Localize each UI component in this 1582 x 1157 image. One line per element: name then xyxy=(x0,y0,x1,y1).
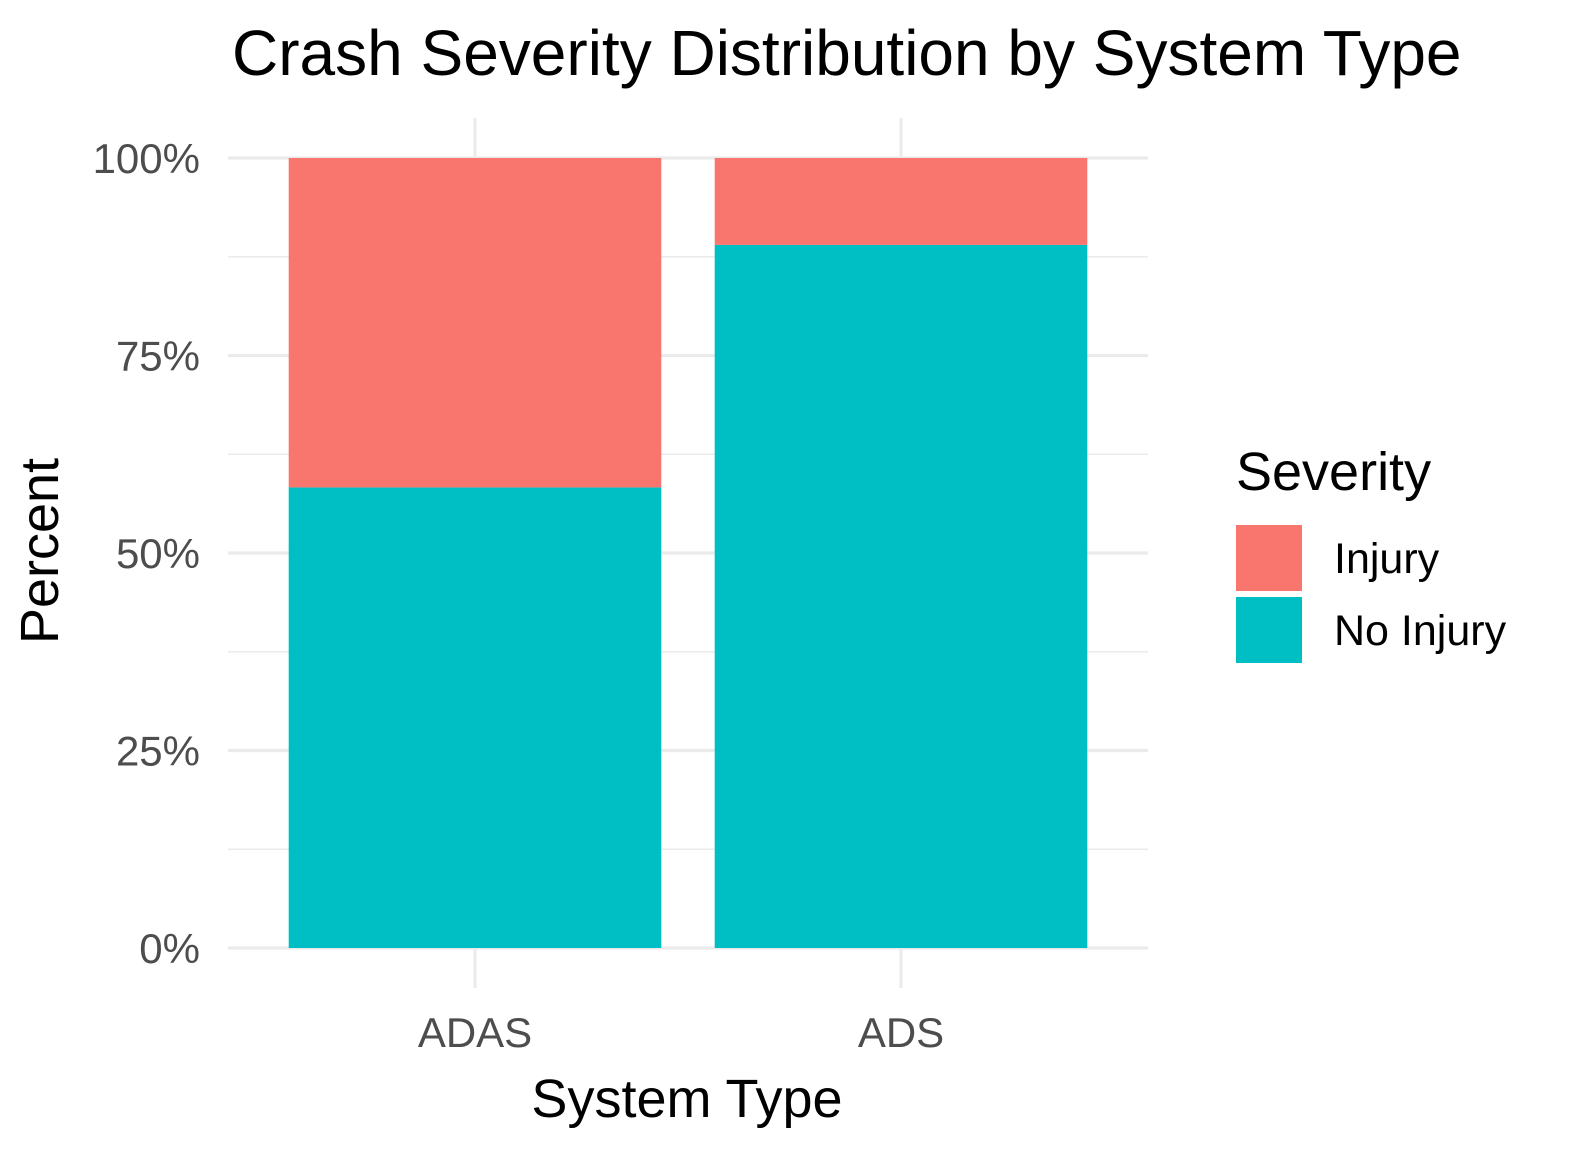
legend: Severity Injury No Injury xyxy=(1236,442,1507,663)
bar-adas-no-injury xyxy=(288,487,662,948)
legend-key-no-injury xyxy=(1236,597,1302,663)
x-axis-title: System Type xyxy=(531,1069,842,1129)
legend-key-injury xyxy=(1236,525,1302,591)
y-tick-label: 0% xyxy=(139,925,200,972)
y-tick-label: 50% xyxy=(116,530,200,577)
x-tick-label: ADAS xyxy=(418,1009,532,1056)
y-tick-label: 75% xyxy=(116,333,200,380)
y-axis-ticks: 0% 25% 50% 75% 100% xyxy=(93,135,200,972)
y-tick-label: 25% xyxy=(116,728,200,775)
legend-entries: Injury No Injury xyxy=(1236,525,1507,663)
bar-adas-injury xyxy=(288,158,662,488)
chart-title: Crash Severity Distribution by System Ty… xyxy=(232,17,1462,89)
bar-ads-injury xyxy=(714,158,1088,245)
legend-title: Severity xyxy=(1236,442,1431,502)
y-tick-label: 100% xyxy=(93,135,200,182)
legend-label-no-injury: No Injury xyxy=(1334,607,1507,655)
bar-ads-no-injury xyxy=(714,244,1088,948)
x-tick-label: ADS xyxy=(858,1009,944,1056)
y-axis-title: Percent xyxy=(10,458,70,644)
legend-label-injury: Injury xyxy=(1334,535,1440,583)
x-axis-ticks: ADAS ADS xyxy=(418,1009,944,1056)
bars-layer xyxy=(288,158,1088,948)
